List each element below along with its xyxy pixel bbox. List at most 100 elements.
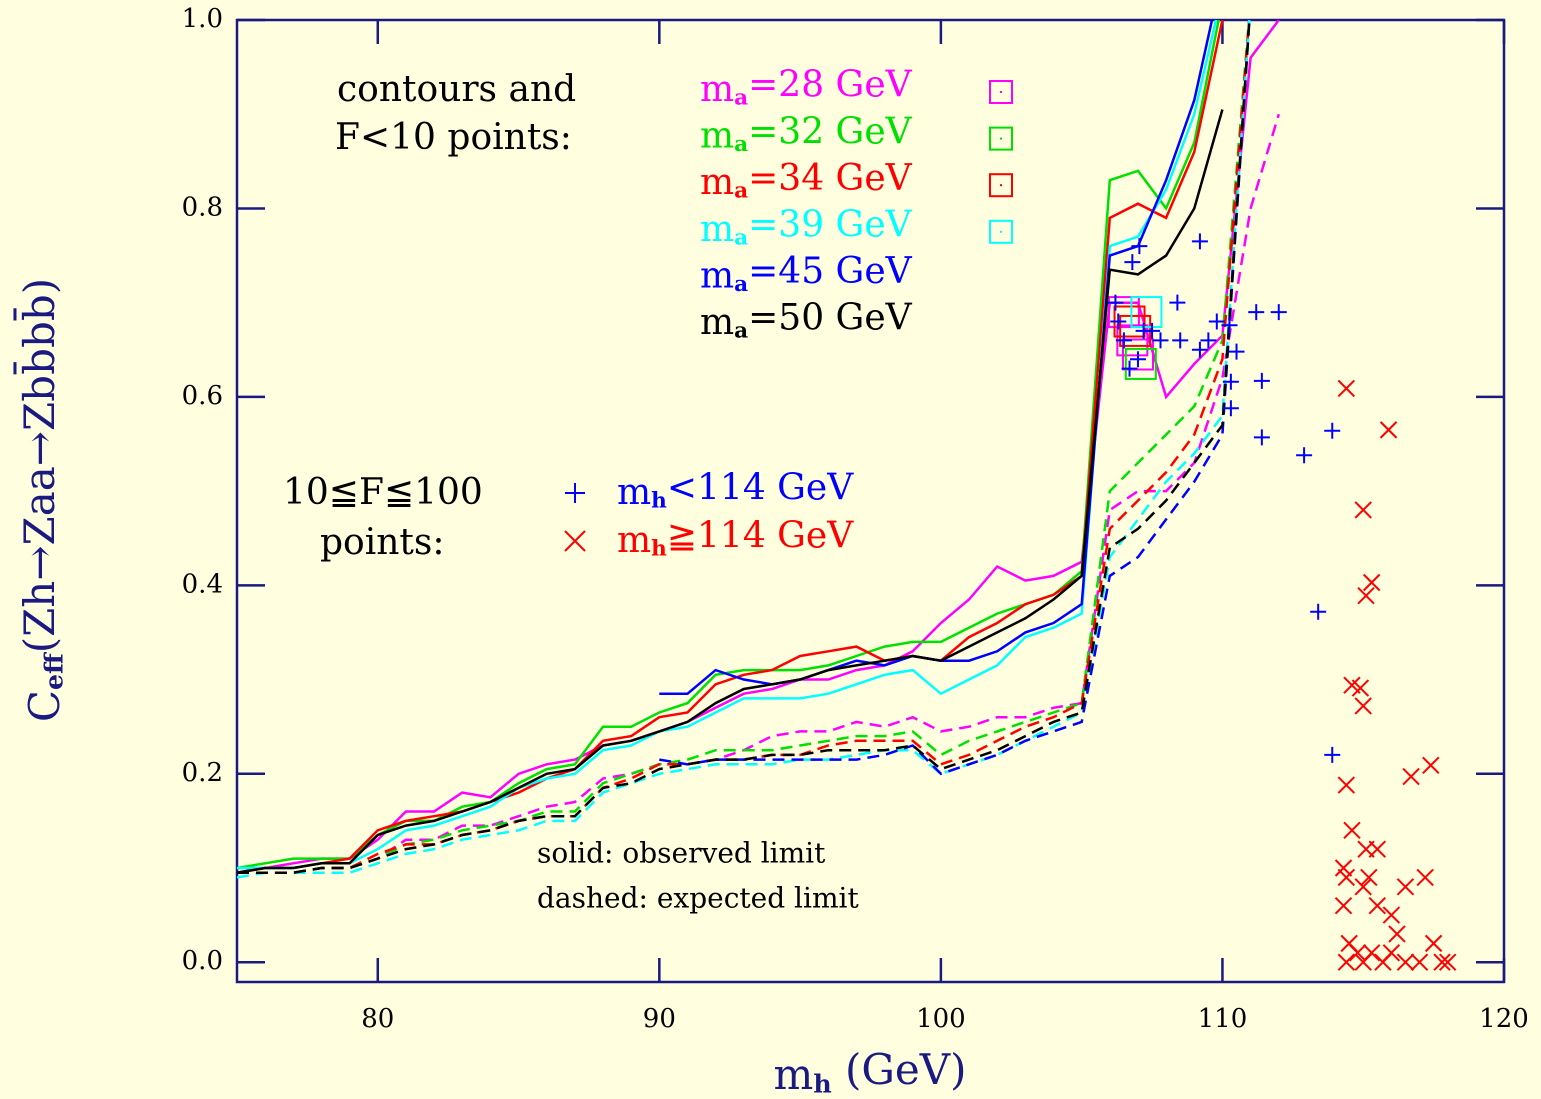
y-tick-label: 0.2 <box>182 758 223 788</box>
scatter-point <box>1402 767 1420 786</box>
f10-point <box>1121 338 1154 371</box>
scatter-point <box>1324 422 1341 439</box>
x-tick-label: 80 <box>361 1004 394 1034</box>
scatter-point <box>1422 756 1440 774</box>
scatter-point <box>1362 573 1381 592</box>
y-tick-label: 0.8 <box>182 192 223 222</box>
expected-line <box>237 20 1251 879</box>
scatter-point <box>1334 859 1353 877</box>
scatter-point <box>1396 953 1415 971</box>
y-axis-label: Ceff(Zh→Zaa→Zbb̄bb̄) <box>12 278 69 722</box>
scatter-point <box>1379 421 1398 439</box>
observed-line <box>237 20 1280 870</box>
expected-line <box>237 20 1251 874</box>
f10-point <box>1130 296 1163 329</box>
scatter-point <box>1337 379 1356 398</box>
scatter-point <box>1222 373 1239 390</box>
scatter-point <box>1410 953 1429 971</box>
scatter-point <box>1172 332 1189 349</box>
legend-symbol <box>989 126 1013 151</box>
legend-symbol <box>565 483 585 503</box>
legend-symbol <box>989 219 1013 244</box>
f10-point <box>1107 296 1140 329</box>
scatter-point <box>1334 896 1353 915</box>
scatter-point <box>1253 372 1270 389</box>
scatter-point <box>1169 294 1186 311</box>
scatter-point <box>1110 313 1127 330</box>
plot-area <box>237 20 1457 971</box>
scatter-point <box>1270 304 1287 321</box>
legend-label: mh<114 GeV <box>617 468 854 514</box>
scatter-point <box>1124 254 1141 271</box>
scatter-point <box>1396 878 1415 896</box>
legend-symbol <box>989 80 1013 104</box>
scatter-point <box>1191 233 1208 250</box>
observed-line <box>237 20 1224 874</box>
scatter-heading: 10≦F≦100 <box>283 472 483 513</box>
x-axis-label: mh (GeV) <box>773 1045 966 1099</box>
scatter-point <box>1191 341 1208 358</box>
x-tick-label: 110 <box>1198 1004 1248 1034</box>
scatter-point <box>1221 317 1238 334</box>
legend-label: ma=39 GeV <box>700 204 913 250</box>
scatter-point <box>1200 332 1217 349</box>
legend-symbol <box>564 530 586 552</box>
scatter-point <box>1310 603 1327 620</box>
contour-heading: contours and <box>337 69 576 110</box>
scatter-point <box>1360 868 1378 887</box>
observed-line <box>237 109 1224 874</box>
legend-label: ma=32 GeV <box>700 111 913 157</box>
scatter-point <box>1362 944 1381 962</box>
scatter-point <box>1337 776 1356 794</box>
scatter-point <box>1144 322 1161 339</box>
scatter-point <box>1337 868 1356 887</box>
scatter-point <box>1107 294 1124 311</box>
scatter-point <box>1424 934 1443 953</box>
scatter-point <box>1416 868 1434 887</box>
scatter-point <box>1131 238 1148 255</box>
legend-symbol <box>1000 184 1002 187</box>
scatter-heading: points: <box>320 522 445 563</box>
scatter-point <box>1222 400 1239 417</box>
scatter-point <box>1115 332 1132 349</box>
y-tick-label: 1.0 <box>182 4 223 34</box>
scatter-point <box>1438 953 1457 971</box>
scatter-point <box>1433 953 1451 971</box>
x-tick-label: 100 <box>916 1004 966 1034</box>
scatter-point <box>1324 746 1341 763</box>
y-tick-label: 0.4 <box>182 569 223 599</box>
scatter-point <box>1368 896 1387 915</box>
scatter-point <box>1152 332 1169 349</box>
legend-symbol <box>1000 230 1002 233</box>
scatter-point <box>1208 313 1225 330</box>
legend-label: mh≧114 GeV <box>617 516 854 562</box>
expected-line <box>659 20 1251 776</box>
scatter-point <box>1388 925 1406 943</box>
note: solid: observed limit <box>537 837 826 870</box>
x-tick-label: 90 <box>643 1004 676 1034</box>
scatter-point <box>1296 447 1313 464</box>
legend-symbol <box>1000 137 1002 140</box>
scatter-point <box>1129 351 1146 368</box>
scatter-point <box>1368 840 1387 858</box>
scatter-point <box>1354 697 1372 715</box>
scatter-point <box>1253 429 1270 446</box>
scatter-point <box>1382 906 1401 924</box>
scatter-point <box>1228 343 1245 360</box>
legend-label: ma=28 GeV <box>700 65 913 111</box>
legend-symbol <box>989 173 1013 198</box>
scatter-point <box>1354 501 1372 519</box>
legend-label: ma=45 GeV <box>700 251 913 297</box>
x-tick-label: 120 <box>1479 1004 1529 1034</box>
scatter-point <box>1248 304 1265 321</box>
scatter-point <box>1343 821 1361 840</box>
scatter-point <box>1348 944 1367 962</box>
legend-label: ma=34 GeV <box>700 158 913 204</box>
f10-point <box>1124 347 1157 380</box>
scatter-point <box>1351 679 1370 697</box>
y-tick-label: 0.6 <box>182 381 223 411</box>
plot-frame <box>235 18 1506 984</box>
legend-symbol <box>1000 91 1002 93</box>
scatter-point <box>1121 360 1138 377</box>
